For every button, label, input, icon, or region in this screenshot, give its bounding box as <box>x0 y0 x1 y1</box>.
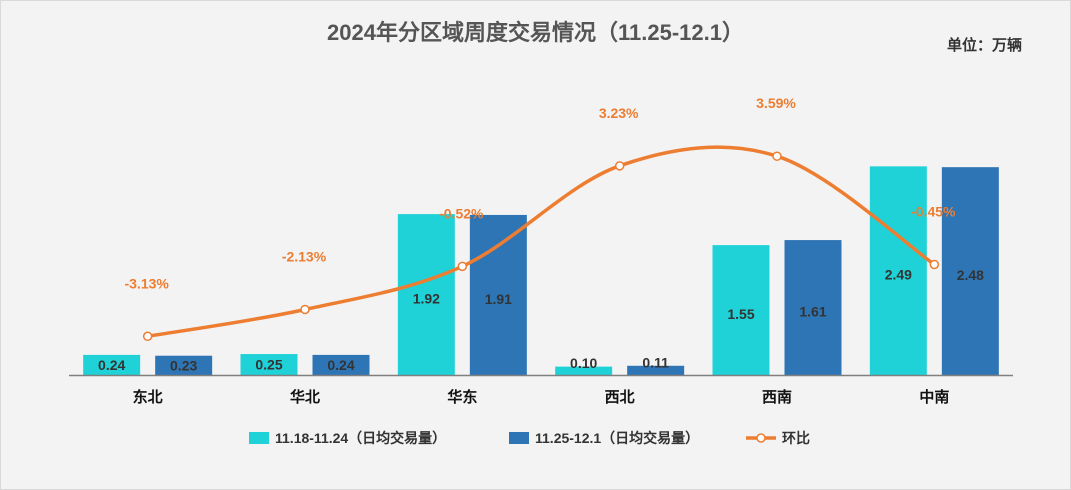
bar-series1-4 <box>712 245 770 375</box>
line-label-2: -0.52% <box>439 205 484 221</box>
bar-label-series1-5: 2.49 <box>885 267 912 283</box>
bar-label-series1-1: 0.25 <box>255 357 282 373</box>
bar-series1-2 <box>397 214 455 375</box>
line-label-0: -3.13% <box>124 275 169 291</box>
bar-series2-1 <box>312 354 370 375</box>
bar-series2-3 <box>627 365 685 375</box>
bar-series2-2 <box>469 214 527 375</box>
bar-label-series1-3: 0.10 <box>570 355 597 371</box>
chart-title: 2024年分区域周度交易情况（11.25-12.1） <box>327 20 744 45</box>
x-tick-label-1: 华北 <box>290 388 320 406</box>
bar-label-series2-4: 1.61 <box>799 304 826 320</box>
bar-series2-5 <box>941 167 999 375</box>
legend-swatch-series1 <box>249 432 269 444</box>
legend-swatch-series2 <box>509 432 529 444</box>
bar-series1-0 <box>83 354 141 375</box>
line-point-1 <box>300 304 310 315</box>
line-point-3 <box>614 161 625 171</box>
line-label-4: 3.59% <box>756 95 796 111</box>
bar-series1-5 <box>869 166 927 375</box>
x-tick-label-2: 华东 <box>447 388 477 406</box>
legend-label-line: 环比 <box>782 430 810 446</box>
line-label-5: -0.45% <box>911 203 956 219</box>
bar-label-series1-0: 0.24 <box>98 357 125 373</box>
x-tick-label-4: 西南 <box>762 388 792 406</box>
line-point-5 <box>929 259 940 270</box>
bar-label-series1-2: 1.92 <box>413 291 440 307</box>
bar-label-series2-2: 1.91 <box>485 291 512 307</box>
legend-label-series1: 11.18-11.24（日均交易量） <box>275 430 446 446</box>
line-point-0 <box>142 331 153 342</box>
line-label-3: 3.23% <box>599 105 639 121</box>
bar-label-series2-5: 2.48 <box>957 267 984 283</box>
bar-series1-3 <box>555 366 613 375</box>
bar-series2-4 <box>784 240 842 375</box>
unit-label: 单位：万辆 <box>946 37 1022 54</box>
legend-marker-line <box>756 433 766 443</box>
line-series-huanbi <box>145 145 937 339</box>
bar-series2-0 <box>155 355 213 375</box>
bar-label-series2-3: 0.11 <box>642 354 669 370</box>
x-tick-label-3: 西北 <box>605 389 635 406</box>
x-tick-label-5: 中南 <box>919 388 949 406</box>
bar-label-series1-4: 1.55 <box>727 306 754 322</box>
legend-label-series2: 11.25-12.1（日均交易量） <box>535 430 699 446</box>
bar-label-series2-1: 0.24 <box>327 357 354 373</box>
line-point-2 <box>457 261 468 272</box>
line-point-4 <box>772 151 782 161</box>
x-tick-label-0: 东北 <box>133 388 163 406</box>
bar-label-series2-0: 0.23 <box>170 357 197 373</box>
line-label-1: -2.13% <box>282 248 327 264</box>
bar-series1-1 <box>240 354 298 375</box>
